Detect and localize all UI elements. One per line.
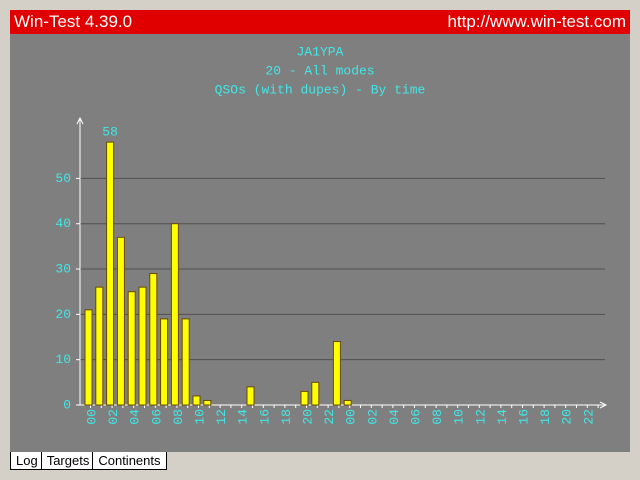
x-tick-label: 16 bbox=[257, 409, 272, 425]
app-title: Win-Test 4.39.0 bbox=[14, 12, 133, 31]
chart-caption: QSOs (with dupes) - By time bbox=[215, 82, 426, 97]
tab[interactable]: Continents bbox=[92, 452, 167, 470]
x-tick-label: 08 bbox=[171, 409, 186, 425]
x-tick-label: 22 bbox=[581, 409, 596, 425]
bar bbox=[203, 399, 212, 406]
x-tick-label: 16 bbox=[517, 409, 532, 425]
y-tick-label: 30 bbox=[55, 261, 71, 276]
app-url: http://www.win-test.com bbox=[447, 12, 626, 31]
bar bbox=[116, 236, 125, 406]
chart-title: JA1YPA bbox=[297, 44, 344, 59]
x-tick-label: 00 bbox=[344, 409, 359, 425]
x-tick-label: 20 bbox=[560, 409, 575, 425]
x-tick-label: 02 bbox=[365, 409, 380, 425]
x-tick-label: 12 bbox=[473, 409, 488, 425]
tab[interactable]: Log bbox=[10, 452, 44, 470]
title-bar: Win-Test 4.39.0 http://www.win-test.com bbox=[10, 10, 630, 34]
y-tick-label: 50 bbox=[55, 171, 71, 186]
tab-bar: Log Targets Continents bbox=[10, 452, 167, 470]
x-tick-label: 08 bbox=[430, 409, 445, 425]
y-tick-label: 0 bbox=[63, 397, 71, 412]
x-tick-label: 22 bbox=[322, 409, 337, 425]
x-tick-label: 14 bbox=[236, 409, 251, 425]
y-tick-label: 20 bbox=[55, 307, 71, 322]
bar bbox=[300, 390, 309, 406]
y-tick-label: 40 bbox=[55, 216, 71, 231]
bar bbox=[332, 341, 341, 406]
bar bbox=[192, 395, 201, 406]
bar bbox=[127, 291, 136, 406]
x-tick-label: 18 bbox=[538, 409, 553, 425]
bar bbox=[160, 318, 169, 406]
x-tick-label: 20 bbox=[301, 409, 316, 425]
x-axis-arrow bbox=[599, 401, 608, 409]
bar bbox=[343, 399, 352, 406]
y-axis-arrow bbox=[76, 116, 84, 125]
x-tick-label: 10 bbox=[452, 409, 467, 425]
x-tick-label: 12 bbox=[214, 409, 229, 425]
x-tick-label: 06 bbox=[409, 409, 424, 425]
x-tick-label: 18 bbox=[279, 409, 294, 425]
x-tick-label: 02 bbox=[106, 409, 121, 425]
x-tick-label: 00 bbox=[85, 409, 100, 425]
chart-subtitle: 20 - All modes bbox=[265, 63, 374, 78]
tab[interactable]: Targets bbox=[40, 452, 96, 470]
bar bbox=[149, 273, 158, 406]
bar bbox=[181, 318, 190, 406]
value-label: 58 bbox=[102, 125, 118, 140]
y-tick-label: 10 bbox=[55, 352, 71, 367]
x-tick-label: 04 bbox=[128, 409, 143, 425]
bar bbox=[170, 223, 179, 406]
x-tick-label: 10 bbox=[193, 409, 208, 425]
x-tick-label: 14 bbox=[495, 409, 510, 425]
bar bbox=[246, 386, 255, 406]
x-tick-label: 04 bbox=[387, 409, 402, 425]
bar bbox=[311, 381, 320, 406]
bar bbox=[138, 286, 147, 406]
bar bbox=[106, 141, 115, 406]
bar bbox=[84, 309, 93, 406]
x-tick-label: 06 bbox=[149, 409, 164, 425]
bar bbox=[95, 286, 104, 406]
